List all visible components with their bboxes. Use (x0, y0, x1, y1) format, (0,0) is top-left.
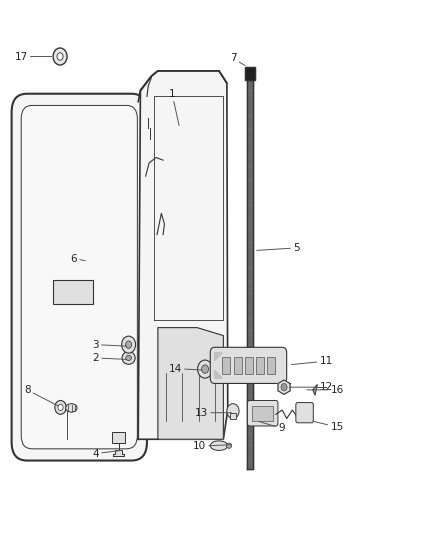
Text: 13: 13 (195, 408, 232, 418)
Text: 10: 10 (193, 441, 232, 451)
Text: 11: 11 (292, 356, 333, 366)
Text: 2: 2 (92, 353, 127, 363)
Text: 1: 1 (169, 88, 179, 126)
Polygon shape (313, 384, 317, 395)
Polygon shape (113, 450, 124, 456)
Polygon shape (245, 67, 255, 80)
FancyBboxPatch shape (247, 400, 278, 426)
Bar (53, 280, 93, 303)
Ellipse shape (126, 356, 131, 361)
Ellipse shape (122, 352, 135, 365)
Circle shape (227, 403, 239, 418)
Circle shape (53, 48, 67, 65)
Polygon shape (158, 328, 223, 439)
Text: 5: 5 (257, 243, 300, 253)
Text: 8: 8 (24, 385, 59, 406)
FancyBboxPatch shape (21, 106, 138, 449)
Bar (245, 357, 253, 374)
Circle shape (201, 365, 208, 373)
Bar (234, 357, 242, 374)
Circle shape (198, 360, 212, 378)
Text: 14: 14 (169, 364, 202, 374)
Polygon shape (138, 71, 228, 439)
Bar (230, 413, 236, 418)
Bar (112, 432, 125, 443)
Circle shape (126, 341, 132, 349)
Text: 7: 7 (230, 53, 245, 66)
FancyBboxPatch shape (296, 402, 313, 423)
Bar (267, 357, 275, 374)
Polygon shape (247, 80, 253, 469)
Polygon shape (215, 353, 223, 361)
FancyBboxPatch shape (12, 94, 147, 461)
Bar (252, 406, 273, 421)
Ellipse shape (226, 443, 232, 448)
Polygon shape (278, 380, 290, 394)
Bar (256, 357, 264, 374)
Circle shape (57, 53, 63, 60)
Circle shape (55, 400, 66, 414)
Text: 15: 15 (313, 421, 343, 432)
Text: 4: 4 (92, 449, 122, 458)
Ellipse shape (210, 441, 228, 450)
Bar (223, 357, 230, 374)
Circle shape (281, 383, 287, 391)
Circle shape (122, 336, 136, 353)
Polygon shape (215, 370, 223, 378)
Ellipse shape (66, 403, 77, 412)
Text: 16: 16 (307, 385, 343, 395)
Text: 6: 6 (71, 254, 85, 263)
Text: 9: 9 (259, 422, 285, 433)
Circle shape (58, 404, 63, 410)
Text: 3: 3 (92, 340, 127, 350)
Text: 17: 17 (14, 52, 52, 61)
Text: 12: 12 (290, 382, 333, 392)
FancyBboxPatch shape (210, 348, 287, 383)
